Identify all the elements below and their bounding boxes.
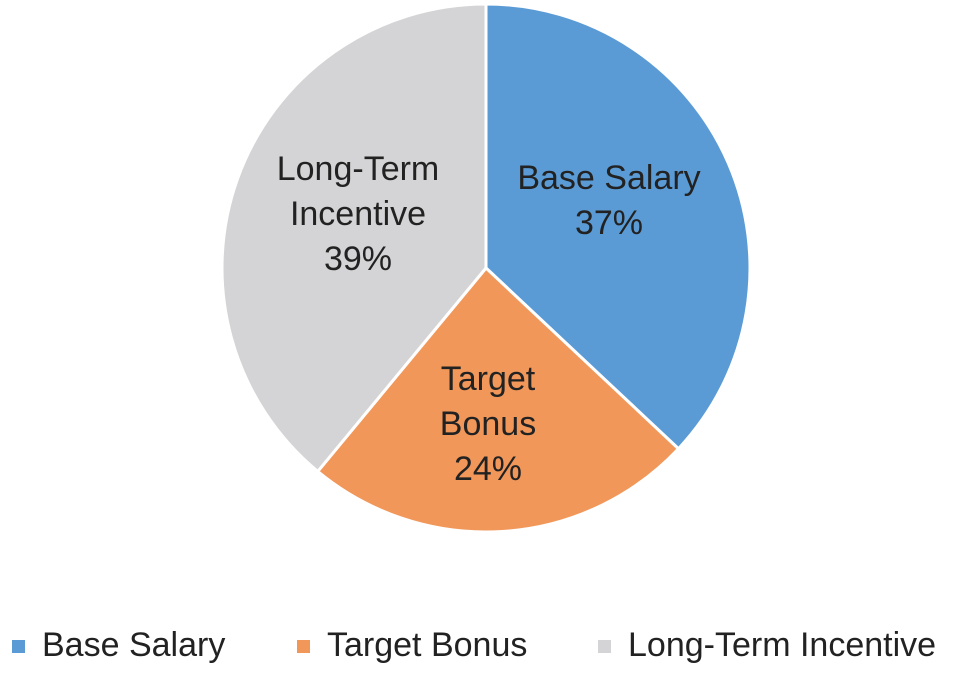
legend-label: Base Salary bbox=[42, 626, 225, 664]
pie-slice bbox=[315, 265, 681, 534]
slice-value-label: 24% bbox=[454, 450, 522, 488]
legend-label: Long-Term Incentive bbox=[628, 626, 936, 664]
legend-swatch bbox=[598, 640, 611, 653]
pie-slice bbox=[220, 2, 488, 474]
legend-swatch bbox=[297, 640, 310, 653]
legend-swatch bbox=[12, 640, 25, 653]
pie-slice bbox=[484, 2, 752, 451]
slice-label: Long-Term Incentive bbox=[277, 150, 440, 233]
slice-value-label: 37% bbox=[575, 204, 643, 242]
slice-label: Target Bonus bbox=[440, 360, 536, 443]
legend-label: Target Bonus bbox=[327, 626, 527, 664]
slice-label: Base Salary bbox=[517, 159, 700, 197]
slice-value-label: 39% bbox=[324, 240, 392, 278]
